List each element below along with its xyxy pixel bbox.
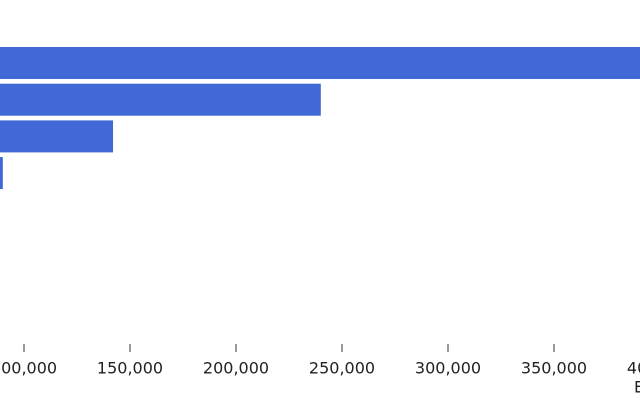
x-tick-label: 200,000: [203, 359, 269, 378]
bar: [0, 157, 3, 190]
x-tick-label: 350,000: [521, 359, 587, 378]
bar: [0, 83, 321, 116]
x-tick-label: 250,000: [309, 359, 375, 378]
x-tick-label: 300,000: [415, 359, 481, 378]
bar: [0, 120, 114, 153]
x-tick-label: 100,000: [0, 359, 57, 378]
x-axis-label: E: [634, 378, 640, 397]
x-tick-label: 400,000: [627, 359, 640, 378]
x-tick-label: 150,000: [97, 359, 163, 378]
bar: [0, 47, 640, 79]
